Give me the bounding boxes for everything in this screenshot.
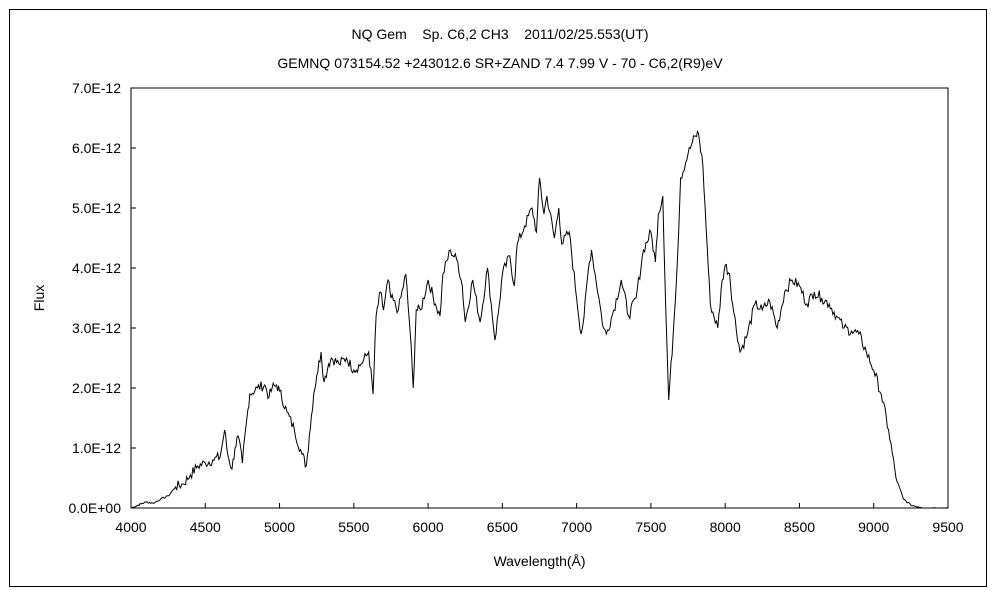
x-tick-label: 7000 (561, 519, 592, 535)
x-tick-label: 7500 (635, 519, 666, 535)
chart-title: NQ Gem Sp. C6,2 CH3 2011/02/25.553(UT) (351, 26, 649, 42)
y-tick-label: 0.0E+00 (68, 500, 121, 516)
x-tick-label: 6500 (487, 519, 518, 535)
x-tick-label: 8000 (710, 519, 741, 535)
x-tick-label: 4500 (190, 519, 221, 535)
x-axis-label: Wavelength(Å) (493, 553, 585, 569)
x-tick-label: 9500 (932, 519, 963, 535)
y-tick-label: 3.0E-12 (72, 320, 121, 336)
x-tick-label: 5500 (338, 519, 369, 535)
y-tick-label: 5.0E-12 (72, 200, 121, 216)
x-tick-label: 4000 (115, 519, 146, 535)
y-tick-label: 7.0E-12 (72, 80, 121, 96)
x-tick-label: 5000 (264, 519, 295, 535)
y-tick-label: 6.0E-12 (72, 140, 121, 156)
chart-subtitle: GEMNQ 073154.52 +243012.6 SR+ZAND 7.4 7.… (277, 55, 723, 71)
y-tick-label: 1.0E-12 (72, 440, 121, 456)
axis-ticks: 4000 4500 5000 5500 6000 6500 7000 7500 8000 8500… (68, 80, 963, 535)
y-tick-label: 2.0E-12 (72, 380, 121, 396)
y-tick-label: 4.0E-12 (72, 260, 121, 276)
x-tick-label: 6000 (413, 519, 444, 535)
series-line (130, 129, 949, 509)
x-tick-label: 8500 (784, 519, 815, 535)
x-tick-label: 9000 (858, 519, 889, 535)
y-axis-label: Flux (31, 285, 47, 311)
plot-area (130, 87, 949, 509)
